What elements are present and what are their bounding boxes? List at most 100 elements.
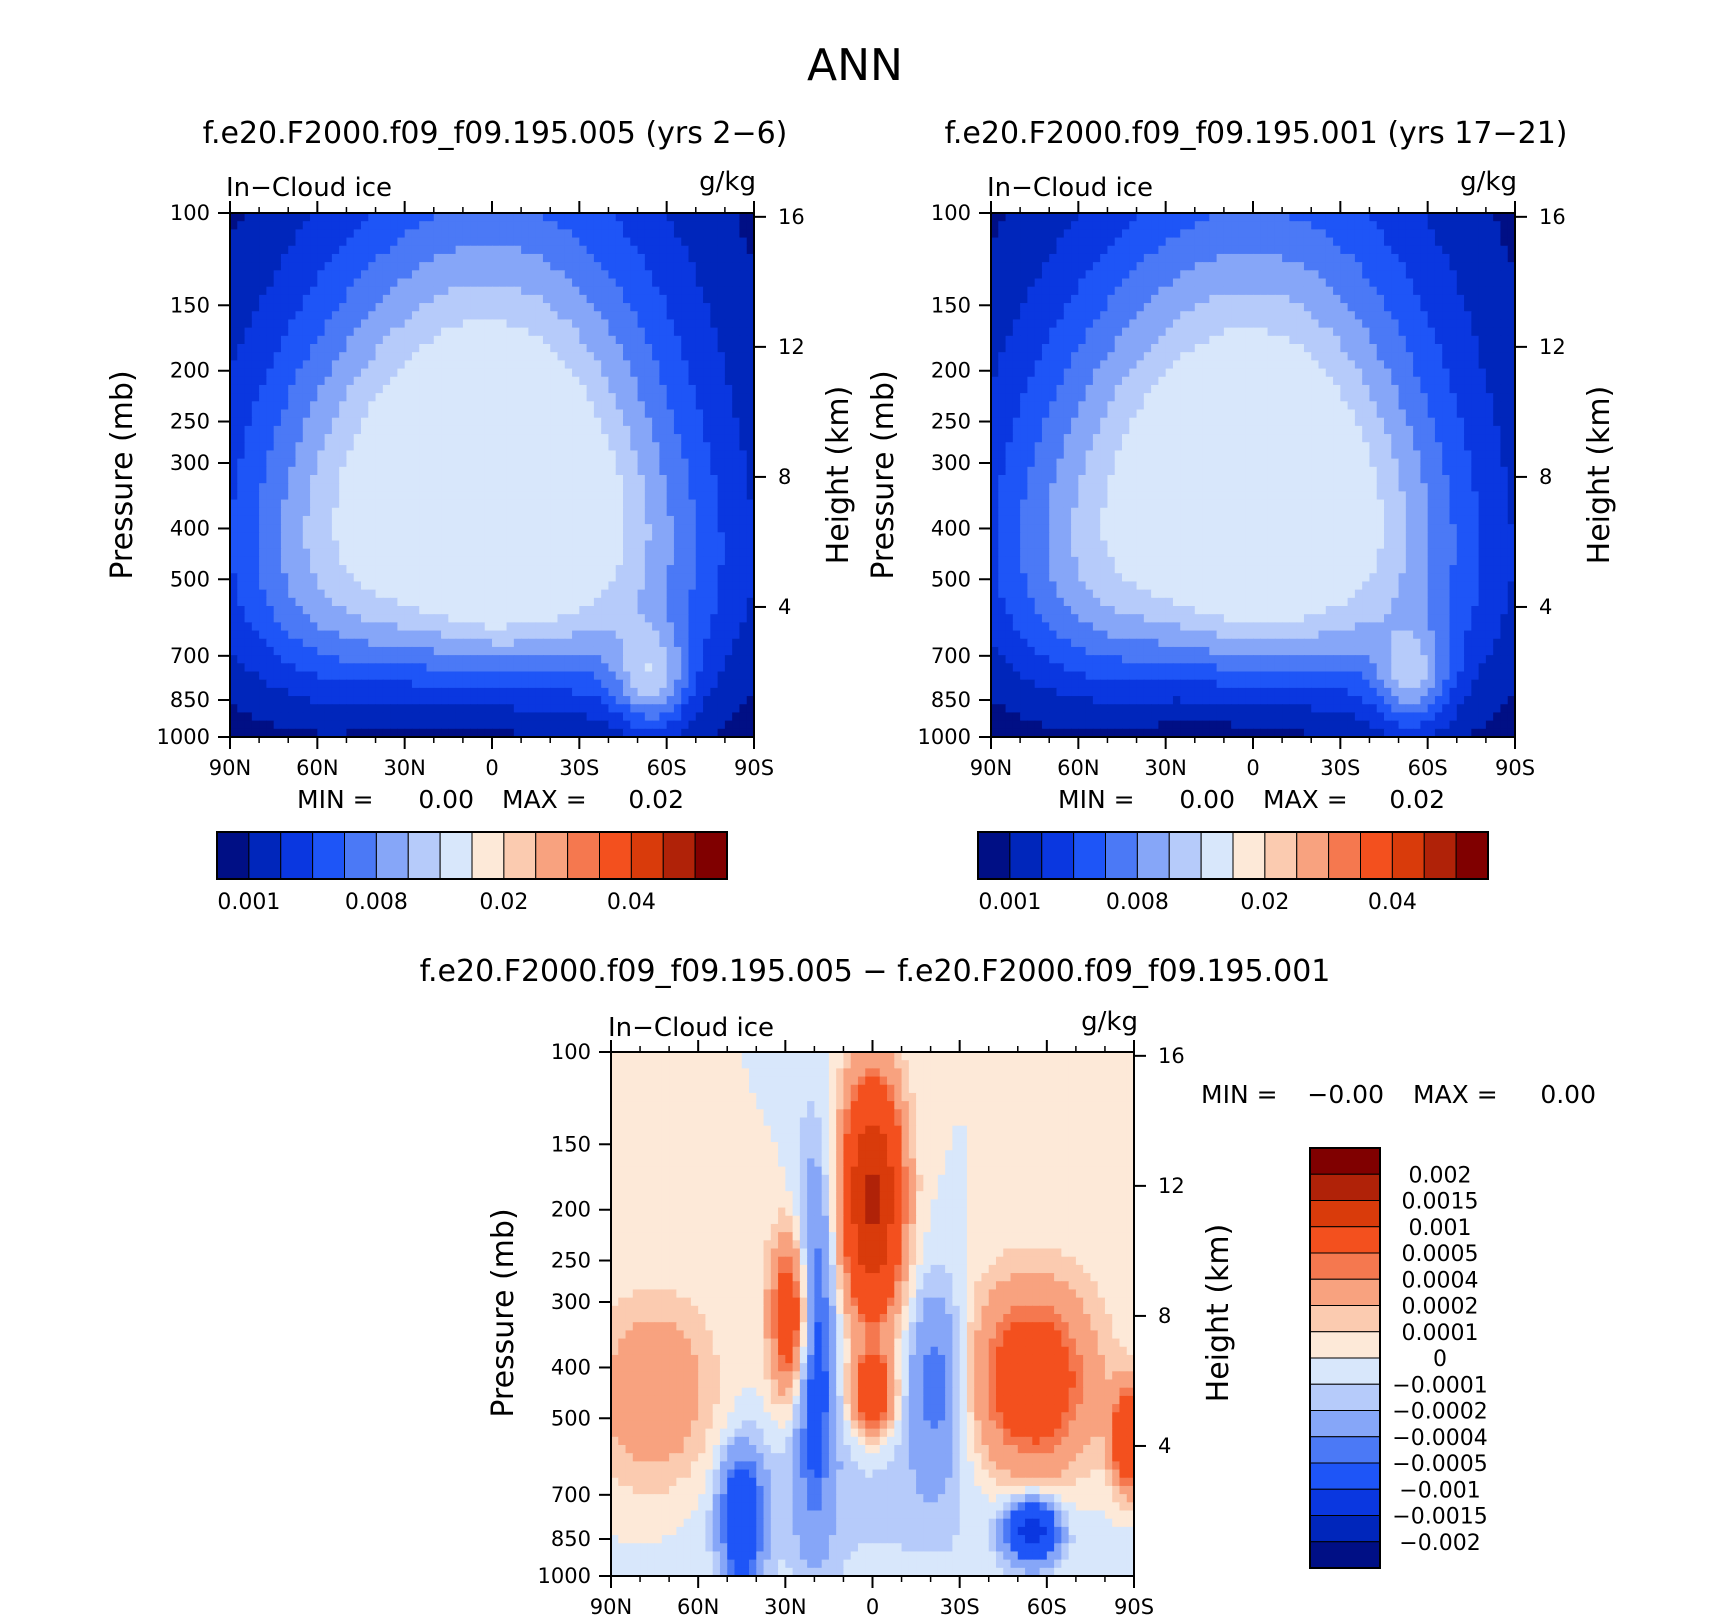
heatmap-cell — [411, 499, 420, 509]
heatmap-cell — [244, 270, 253, 280]
heatmap-cell — [746, 237, 755, 247]
heatmap-cell — [659, 630, 668, 640]
heatmap-cell — [259, 213, 267, 222]
heatmap-cell — [390, 720, 398, 730]
heatmap-cell — [324, 450, 333, 460]
heatmap-cell — [506, 606, 515, 615]
heatmap-cell — [361, 278, 369, 288]
heatmap-cell — [484, 262, 493, 271]
heatmap-cell — [419, 646, 428, 656]
heatmap-cell — [499, 687, 508, 697]
heatmap-cell — [652, 368, 660, 378]
heatmap-cell — [419, 303, 428, 312]
heatmap-cell — [375, 646, 384, 656]
heatmap-cell — [644, 573, 653, 583]
heatmap-cell — [259, 352, 267, 361]
heatmap-cell — [593, 458, 602, 468]
heatmap-cell — [659, 663, 668, 673]
heatmap-cell — [426, 425, 435, 435]
heatmap-cell — [499, 376, 508, 386]
heatmap-cell — [230, 352, 238, 361]
panel-1: f.e20.F2000.f09_f09.195.005 (yrs 2−6) In… — [105, 116, 856, 915]
heatmap-cell — [608, 417, 617, 427]
heatmap-cell — [695, 655, 704, 664]
heatmap-cell — [724, 622, 733, 632]
panel-1-min-label: MIN = — [297, 785, 374, 814]
heatmap-cell — [426, 409, 435, 419]
heatmap-cell — [230, 646, 238, 656]
heatmap-cell — [426, 417, 435, 427]
heatmap-cell — [1303, 221, 1312, 230]
heatmap-cell — [397, 507, 406, 517]
heatmap-cell — [739, 376, 748, 386]
heatmap-cell — [739, 253, 748, 263]
heatmap-cell — [426, 286, 435, 296]
heatmap-cell — [542, 229, 551, 239]
heatmap-cell — [259, 655, 267, 664]
heatmap-cell — [237, 393, 246, 402]
heatmap-cell — [1129, 213, 1138, 222]
heatmap-cell — [710, 556, 719, 566]
heatmap-cell — [666, 393, 675, 402]
heatmap-cell — [513, 229, 522, 239]
heatmap-cell — [280, 565, 289, 574]
heatmap-cell — [251, 491, 260, 501]
heatmap-cell — [623, 720, 631, 730]
heatmap-cell — [426, 696, 435, 705]
heatmap-cell — [637, 507, 646, 517]
heatmap-cell — [717, 466, 726, 476]
heatmap-cell — [237, 696, 246, 705]
heatmap-cell — [746, 548, 755, 558]
heatmap-cell — [688, 524, 697, 533]
heatmap-cell — [739, 270, 748, 280]
heatmap-cell — [724, 360, 733, 370]
heatmap-cell — [404, 524, 413, 533]
heatmap-cell — [528, 368, 537, 378]
heatmap-cell — [324, 434, 333, 443]
heatmap-cell — [1289, 213, 1298, 222]
heatmap-cell — [550, 311, 559, 321]
heatmap-cell — [572, 434, 580, 443]
heatmap-cell — [499, 237, 508, 247]
heatmap-cell — [513, 245, 522, 255]
heatmap-cell — [346, 655, 355, 664]
heatmap-cell — [615, 270, 624, 280]
heatmap-cell — [710, 663, 719, 673]
heatmap-cell — [673, 278, 682, 288]
heatmap-cell — [535, 663, 544, 673]
heatmap-cell — [703, 606, 711, 615]
heatmap-cell — [302, 270, 311, 280]
heatmap-cell — [732, 458, 741, 468]
heatmap-cell — [681, 262, 690, 271]
heatmap-cell — [666, 352, 675, 361]
heatmap-cell — [433, 532, 442, 542]
heatmap-cell — [419, 434, 428, 443]
heatmap-cell — [1238, 213, 1247, 222]
heatmap-cell — [666, 335, 675, 345]
heatmap-cell — [1449, 213, 1458, 222]
heatmap-cell — [673, 270, 682, 280]
heatmap-cell — [513, 646, 522, 656]
heatmap-cell — [470, 253, 479, 263]
heatmap-cell — [441, 237, 449, 247]
heatmap-cell — [237, 409, 246, 419]
panel-1-max-label: MAX = — [502, 785, 587, 814]
heatmap-cell — [397, 622, 406, 632]
heatmap-cell — [550, 450, 559, 460]
heatmap-cell — [288, 614, 297, 623]
heatmap-cell — [382, 466, 391, 476]
heatmap-cell — [703, 515, 711, 525]
heatmap-cell — [637, 597, 646, 607]
heatmap-cell — [353, 262, 362, 271]
heatmap-cell — [1325, 221, 1334, 230]
heatmap-cell — [317, 335, 326, 345]
heatmap-cell — [310, 475, 318, 484]
heatmap-cell — [361, 565, 369, 574]
heatmap-cell — [1172, 229, 1181, 239]
heatmap-cell — [1136, 221, 1145, 230]
heatmap-cell — [484, 352, 493, 361]
heatmap-cell — [550, 409, 559, 419]
heatmap-cell — [746, 286, 755, 296]
heatmap-cell — [513, 679, 522, 689]
heatmap-cell — [1027, 213, 1036, 222]
